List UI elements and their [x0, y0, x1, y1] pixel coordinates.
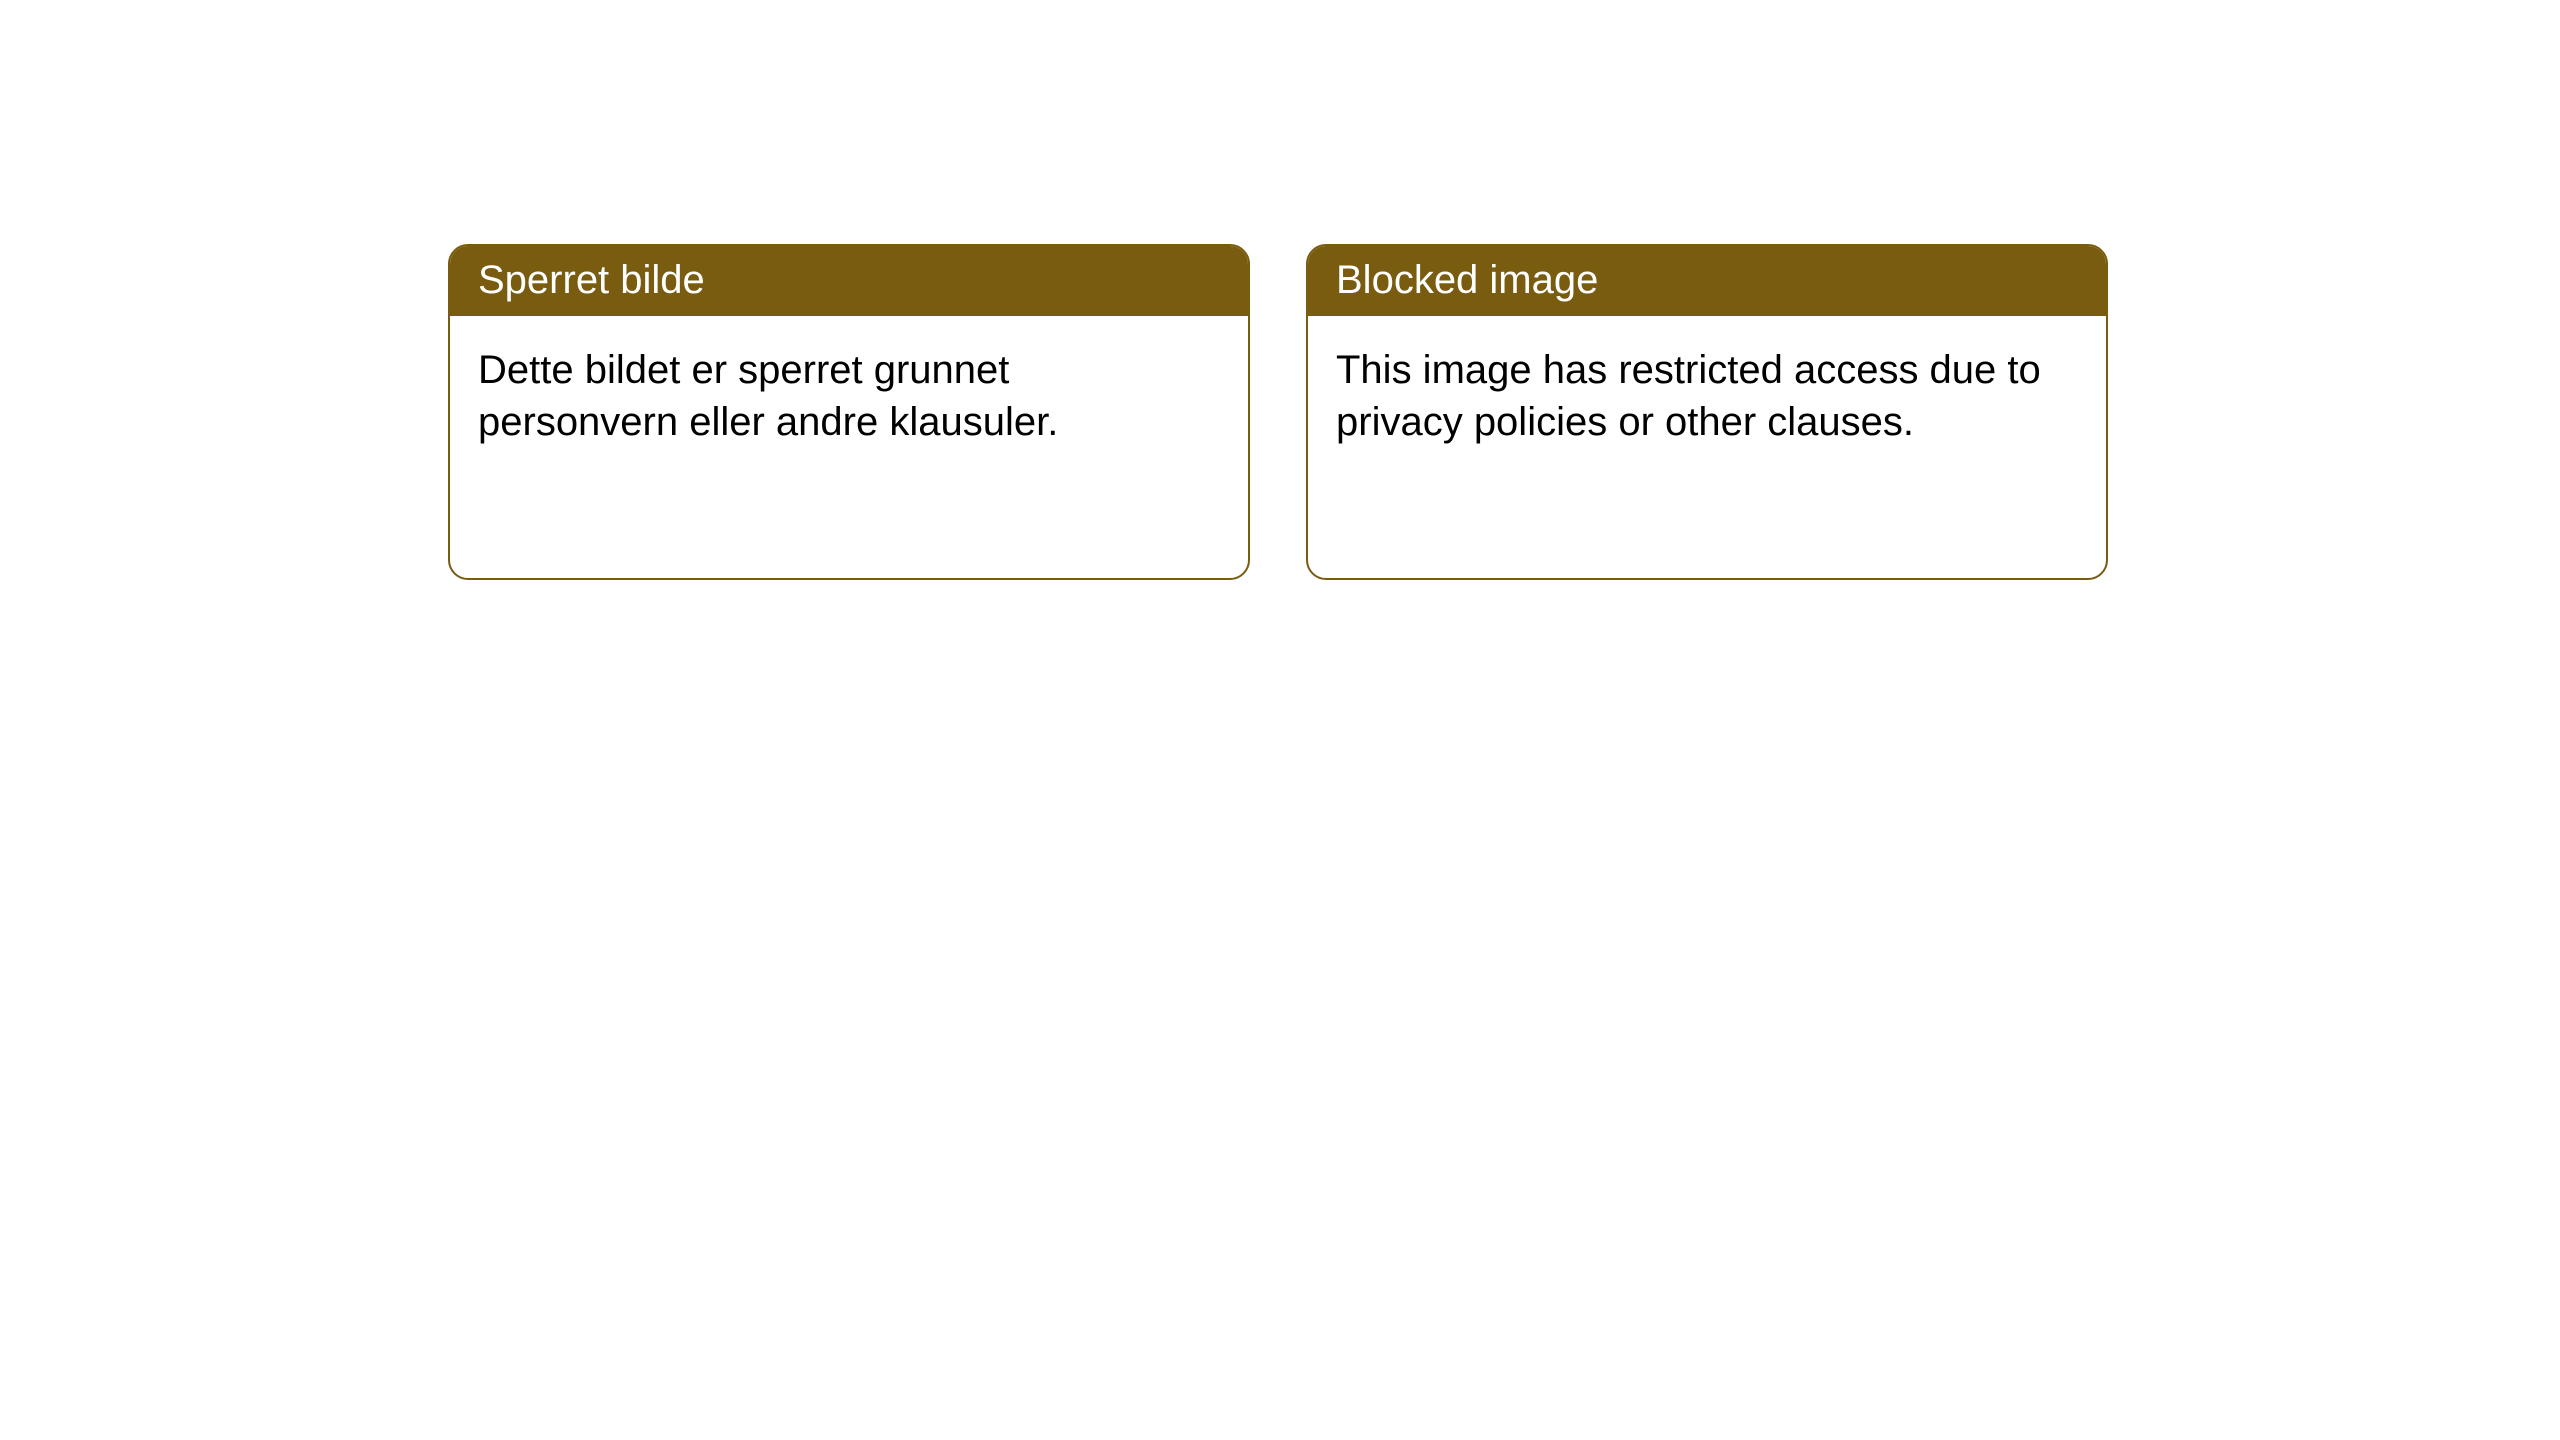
card-title-en: Blocked image	[1308, 246, 2106, 316]
card-title-no: Sperret bilde	[450, 246, 1248, 316]
blocked-image-card-en: Blocked image This image has restricted …	[1306, 244, 2108, 580]
blocked-image-card-no: Sperret bilde Dette bildet er sperret gr…	[448, 244, 1250, 580]
card-body-no: Dette bildet er sperret grunnet personve…	[450, 316, 1248, 476]
notice-cards-row: Sperret bilde Dette bildet er sperret gr…	[0, 0, 2560, 580]
card-body-en: This image has restricted access due to …	[1308, 316, 2106, 476]
